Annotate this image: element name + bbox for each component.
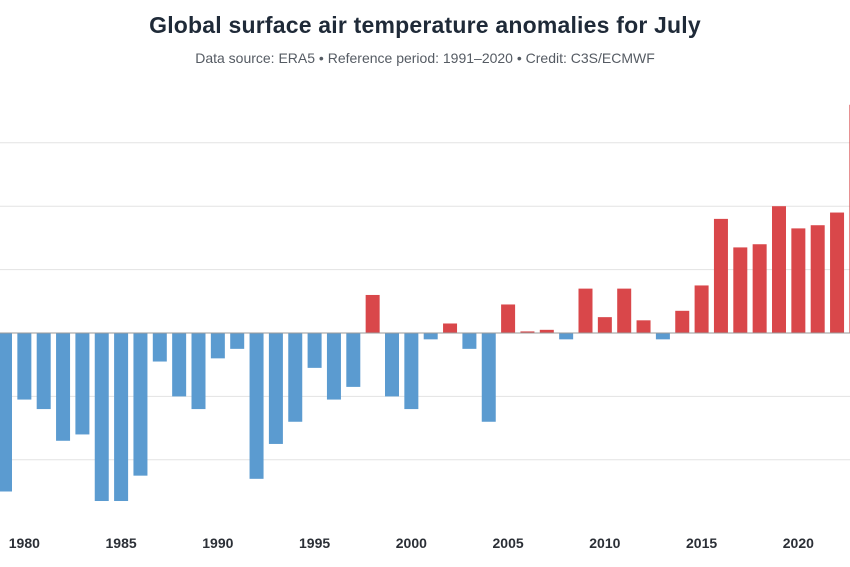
bar-2009 <box>578 288 593 333</box>
bar-1984 <box>94 333 109 502</box>
bar-2001 <box>423 333 438 340</box>
bar-1979 <box>0 333 12 492</box>
bar-1991 <box>230 333 245 349</box>
bar-2004 <box>481 333 496 422</box>
bar-1997 <box>346 333 361 387</box>
bar-1992 <box>249 333 264 479</box>
bar-1986 <box>133 333 148 476</box>
chart-subtitle: Data source: ERA5 • Reference period: 19… <box>195 50 655 66</box>
x-tick-label-1985: 1985 <box>106 535 137 551</box>
bar-1985 <box>114 333 129 502</box>
bar-2007 <box>539 329 554 333</box>
bar-2019 <box>772 206 786 333</box>
bar-1993 <box>268 333 283 444</box>
x-tick-label-2010: 2010 <box>589 535 620 551</box>
bar-2006 <box>520 331 535 333</box>
chart-title: Global surface air temperature anomalies… <box>149 12 701 38</box>
bar-1999 <box>385 333 399 397</box>
bar-2002 <box>443 323 458 333</box>
bar-2008 <box>559 333 574 340</box>
bar-1998 <box>365 294 380 333</box>
bar-1981 <box>36 333 51 410</box>
bar-2012 <box>636 320 651 333</box>
bar-1987 <box>152 333 167 362</box>
bar-1982 <box>56 333 71 441</box>
bar-2021 <box>810 225 825 333</box>
x-tick-label-2015: 2015 <box>686 535 717 551</box>
bar-2011 <box>617 288 632 333</box>
bar-1989 <box>191 333 206 410</box>
bar-2013 <box>655 333 670 340</box>
bar-1995 <box>307 333 322 368</box>
bar-2022 <box>830 212 845 333</box>
bar-2014 <box>675 310 690 333</box>
bar-1983 <box>75 333 90 435</box>
x-tick-label-1995: 1995 <box>299 535 330 551</box>
bar-2018 <box>752 244 767 333</box>
bar-2010 <box>597 317 612 333</box>
x-tick-label-2020: 2020 <box>783 535 814 551</box>
bar-2015 <box>694 285 709 333</box>
x-tick-label-2005: 2005 <box>493 535 524 551</box>
bar-1980 <box>17 333 32 400</box>
bar-2020 <box>791 228 806 333</box>
bar-2003 <box>462 333 477 349</box>
bar-2016 <box>713 218 728 333</box>
bar-1996 <box>326 333 341 400</box>
bar-2000 <box>404 333 419 410</box>
bar-1990 <box>210 333 225 359</box>
bar-2005 <box>501 304 516 333</box>
bar-1994 <box>288 333 303 422</box>
bar-2017 <box>733 247 748 333</box>
bar-1988 <box>172 333 187 397</box>
x-tick-label-1990: 1990 <box>202 535 233 551</box>
x-tick-label-2000: 2000 <box>396 535 427 551</box>
x-tick-label-1980: 1980 <box>9 535 40 551</box>
